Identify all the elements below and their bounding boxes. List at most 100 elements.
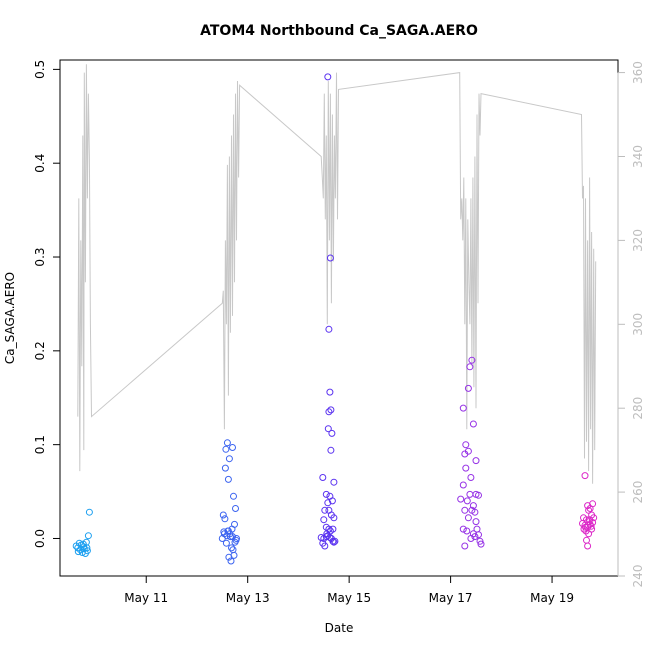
y-axis: 0.0 0.1 0.2 0.3 0.4 0.5 xyxy=(33,60,61,548)
data-point xyxy=(464,384,472,392)
x-tick-label: May 19 xyxy=(530,591,574,605)
x-tick-label: May 11 xyxy=(124,591,168,605)
x-tick-label: May 15 xyxy=(327,591,371,605)
data-point xyxy=(325,408,333,416)
plot-frame xyxy=(59,59,619,577)
data-point xyxy=(330,538,338,546)
y2-tick-label: 280 xyxy=(631,397,645,420)
data-point xyxy=(471,533,479,541)
data-point xyxy=(475,531,482,539)
data-point xyxy=(319,474,327,481)
data-point xyxy=(330,514,338,522)
data-point xyxy=(323,530,331,538)
data-point xyxy=(325,325,333,333)
x-axis-label: Date xyxy=(325,621,354,635)
data-point xyxy=(477,540,485,548)
y2-tick-label: 360 xyxy=(631,61,645,84)
data-point xyxy=(75,539,83,547)
data-point xyxy=(467,474,475,481)
y-axis-label: Ca_SAGA.AERO xyxy=(3,272,17,364)
data-point xyxy=(328,429,336,437)
data-point xyxy=(462,441,470,449)
data-point xyxy=(224,475,232,483)
data-point xyxy=(471,508,479,516)
data-point xyxy=(224,527,232,535)
data-point xyxy=(324,425,332,433)
data-point xyxy=(324,499,332,507)
data-point xyxy=(586,516,594,524)
y2-tick-label: 320 xyxy=(631,229,645,252)
data-point xyxy=(462,464,470,472)
data-point xyxy=(331,537,339,545)
data-point xyxy=(80,543,88,551)
data-point xyxy=(223,439,231,447)
y-tick-label: 0.4 xyxy=(33,154,47,173)
data-point xyxy=(588,525,596,533)
data-point xyxy=(228,525,236,533)
data-point xyxy=(74,548,82,556)
data-point xyxy=(459,525,467,533)
data-point xyxy=(222,445,230,453)
data-point xyxy=(463,497,471,505)
data-point xyxy=(461,506,469,514)
data-point xyxy=(228,544,235,552)
line-series xyxy=(77,64,597,484)
data-point xyxy=(327,406,335,414)
y-tick-label: 0.1 xyxy=(33,435,47,454)
data-point xyxy=(328,497,336,505)
data-point xyxy=(467,535,475,542)
data-point xyxy=(221,464,229,472)
data-point xyxy=(472,457,480,465)
data-point xyxy=(219,511,227,519)
data-point xyxy=(582,523,589,531)
data-point xyxy=(475,491,482,499)
chart-title: ATOM4 Northbound Ca_SAGA.AERO xyxy=(200,23,478,39)
data-point xyxy=(330,478,338,486)
data-point xyxy=(229,546,237,554)
data-point xyxy=(85,508,93,516)
data-point xyxy=(461,450,469,458)
data-point xyxy=(459,404,467,412)
data-point xyxy=(327,446,335,454)
data-point xyxy=(472,518,480,526)
y2-tick-label: 240 xyxy=(631,565,645,588)
data-point xyxy=(321,506,329,514)
data-point xyxy=(232,505,239,512)
data-point xyxy=(457,495,465,503)
data-point xyxy=(227,557,235,565)
data-point xyxy=(464,514,472,522)
data-point xyxy=(459,481,467,489)
data-point xyxy=(590,514,598,522)
data-point xyxy=(221,515,229,523)
data-point xyxy=(326,388,334,396)
data-point xyxy=(469,502,477,510)
data-point xyxy=(329,525,337,533)
data-point xyxy=(84,532,92,540)
x-tick-label: May 13 xyxy=(226,591,270,605)
data-point xyxy=(225,455,233,463)
data-point xyxy=(586,505,594,512)
data-point xyxy=(324,73,332,81)
y-tick-label: 0.0 xyxy=(33,529,47,548)
y2-axis: 240 260 280 300 320 340 360 xyxy=(617,61,645,588)
data-point xyxy=(320,516,328,524)
data-point xyxy=(326,254,334,262)
data-point xyxy=(463,527,471,535)
y-tick-label: 0.3 xyxy=(33,247,47,266)
data-point xyxy=(230,551,238,559)
right-axis-line-series xyxy=(77,64,597,484)
data-point xyxy=(230,492,237,500)
data-point xyxy=(468,356,476,364)
data-point xyxy=(322,490,330,498)
x-tick-label: May 17 xyxy=(429,591,473,605)
data-point xyxy=(232,536,240,544)
data-point xyxy=(321,542,329,550)
data-point xyxy=(83,544,91,552)
data-point xyxy=(580,525,588,533)
data-point xyxy=(229,444,236,451)
data-point xyxy=(229,533,236,541)
data-point xyxy=(583,536,590,544)
y2-tick-label: 300 xyxy=(631,313,645,336)
data-point xyxy=(222,539,230,547)
